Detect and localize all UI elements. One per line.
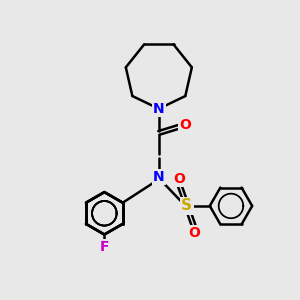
Text: O: O [179,118,191,132]
Text: O: O [173,172,185,186]
Text: N: N [153,102,165,116]
Text: N: N [153,170,165,184]
Text: F: F [100,240,109,254]
Text: O: O [188,226,200,240]
Text: S: S [181,198,192,213]
